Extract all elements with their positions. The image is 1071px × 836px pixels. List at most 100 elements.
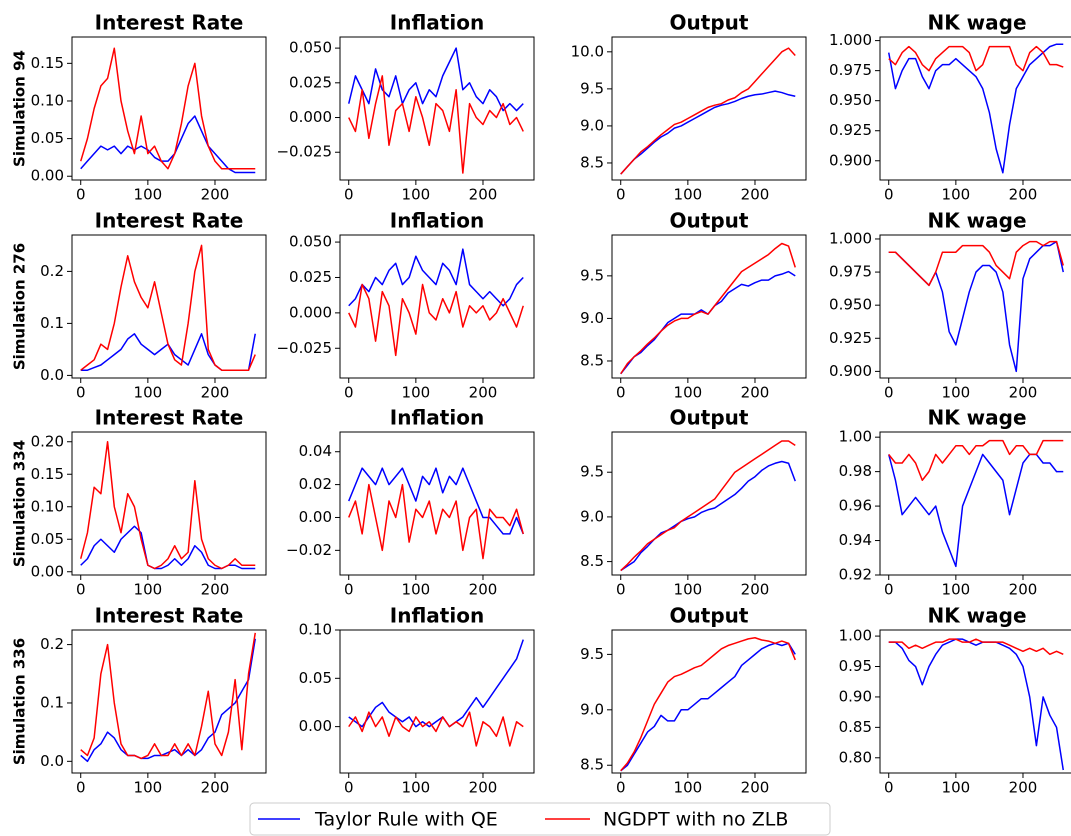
x-tick-label: 200 (741, 186, 770, 204)
x-tick-label: 200 (741, 384, 770, 402)
axes-frame (339, 629, 535, 774)
series-line (348, 47, 524, 112)
y-tick-label: 0.94 (839, 531, 872, 549)
panel-title: Interest Rate (95, 604, 244, 628)
y-tick-label: 0.00 (299, 508, 332, 526)
row-label: Simulation 334 (11, 440, 29, 567)
y-tick-label: 0.050 (289, 233, 332, 251)
axes-frame (71, 36, 267, 181)
x-tick-label: 0 (616, 186, 626, 204)
axes-frame (339, 234, 535, 379)
plot-area (80, 244, 256, 371)
axes-frame (879, 234, 1071, 379)
y-tick-label: 1.00 (839, 627, 872, 645)
x-tick-label: 0 (616, 779, 626, 797)
y-tick-label: 0.20 (31, 432, 64, 450)
y-tick-label: 8.5 (580, 552, 604, 570)
x-tick-label: 0 (344, 779, 354, 797)
y-tick-label: 9.5 (580, 79, 604, 97)
x-tick-label: 0 (76, 384, 86, 402)
y-tick-label: 0.950 (829, 91, 872, 109)
y-tick-label: 8.5 (580, 351, 604, 369)
y-tick-label: 0.0 (40, 752, 64, 770)
x-tick-label: 200 (469, 581, 498, 599)
y-tick-label: 9.0 (580, 700, 604, 718)
x-tick-label: 100 (402, 186, 431, 204)
axes-frame (611, 36, 807, 181)
y-tick-label: 0.1 (40, 693, 64, 711)
axes-frame (879, 431, 1071, 576)
axes-frame (611, 431, 807, 576)
series-line (80, 441, 256, 570)
legend-label: Taylor Rule with QE (314, 809, 498, 831)
panel-title: Output (670, 604, 749, 628)
x-tick-label: 100 (402, 384, 431, 402)
series-line (80, 525, 256, 570)
plot-area (620, 47, 796, 175)
y-tick-label: 9.5 (580, 266, 604, 284)
y-tick-label: 0.2 (40, 635, 64, 653)
y-tick-label: 0.92 (839, 566, 872, 584)
series-line (348, 75, 524, 174)
x-tick-label: 100 (134, 186, 163, 204)
plot-area (620, 440, 796, 572)
y-tick-label: 0.925 (829, 121, 872, 139)
y-tick-label: 0.05 (31, 129, 64, 147)
x-tick-label: 100 (402, 581, 431, 599)
y-tick-label: 8.5 (580, 756, 604, 774)
y-tick-label: 0.05 (31, 530, 64, 548)
x-tick-label: 0 (76, 581, 86, 599)
y-tick-label: 0.00 (31, 167, 64, 185)
x-tick-label: 0 (76, 779, 86, 797)
y-tick-label: 0.900 (829, 362, 872, 380)
series-line (888, 45, 1064, 72)
y-tick-label: 9.0 (580, 116, 604, 134)
y-tick-label: 0.98 (839, 462, 872, 480)
x-tick-label: 0 (884, 779, 894, 797)
x-tick-label: 100 (942, 186, 971, 204)
x-tick-label: 200 (469, 779, 498, 797)
y-tick-label: 0.10 (31, 91, 64, 109)
series-line (348, 639, 524, 728)
panel-title: Interest Rate (95, 209, 244, 233)
series-line (888, 240, 1064, 373)
y-tick-label: 0.85 (839, 718, 872, 736)
x-tick-label: 200 (1009, 581, 1038, 599)
x-tick-label: 100 (402, 779, 431, 797)
series-line (620, 90, 796, 175)
y-tick-label: 0.050 (289, 39, 332, 57)
x-tick-label: 100 (942, 384, 971, 402)
series-line (348, 711, 524, 747)
plot-area (620, 242, 796, 375)
x-tick-label: 100 (942, 779, 971, 797)
y-tick-label: 0.1 (40, 314, 64, 332)
x-tick-label: 100 (674, 581, 703, 599)
y-tick-label: 1.000 (829, 31, 872, 49)
series-line (348, 283, 524, 357)
panel-title: NK wage (927, 209, 1026, 233)
y-tick-label: 1.000 (829, 229, 872, 247)
x-tick-label: 0 (884, 384, 894, 402)
x-tick-label: 200 (469, 186, 498, 204)
plot-area (348, 467, 524, 560)
axes-frame (71, 629, 267, 774)
y-tick-label: 0.00 (31, 562, 64, 580)
x-tick-label: 100 (942, 581, 971, 599)
x-tick-label: 0 (344, 581, 354, 599)
series-line (348, 248, 524, 307)
x-tick-label: 100 (674, 186, 703, 204)
y-tick-label: 10.0 (571, 42, 604, 60)
y-tick-label: 0.975 (829, 263, 872, 281)
series-line (887, 43, 1064, 174)
y-tick-label: 0.04 (299, 442, 332, 460)
row-label: Simulation 94 (11, 50, 29, 167)
x-tick-label: 200 (201, 384, 230, 402)
x-tick-label: 100 (134, 779, 163, 797)
y-tick-label: 0.10 (31, 497, 64, 515)
x-tick-label: 0 (76, 186, 86, 204)
y-tick-label: 9.5 (580, 463, 604, 481)
x-tick-label: 100 (674, 779, 703, 797)
series-line (348, 483, 524, 560)
y-tick-label: 0.900 (829, 151, 872, 169)
